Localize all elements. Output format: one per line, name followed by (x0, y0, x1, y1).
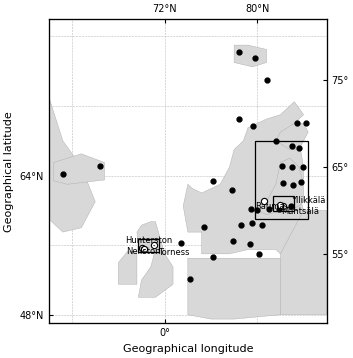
Polygon shape (183, 102, 308, 254)
Text: Yllikkälä: Yllikkälä (283, 195, 325, 205)
Text: Torness: Torness (154, 245, 189, 257)
Polygon shape (118, 251, 137, 284)
Polygon shape (188, 258, 280, 319)
Polygon shape (137, 222, 165, 254)
Polygon shape (138, 250, 173, 297)
Polygon shape (234, 45, 267, 67)
Text: Mäntsälä: Mäntsälä (281, 205, 319, 216)
Polygon shape (276, 124, 308, 150)
Polygon shape (54, 154, 104, 184)
Bar (274, 195, 294, 211)
Bar (138, 239, 159, 252)
Polygon shape (280, 211, 327, 315)
Text: Rauma: Rauma (255, 203, 285, 212)
Text: Neilston: Neilston (126, 247, 161, 256)
Y-axis label: Geographical latitude: Geographical latitude (4, 111, 14, 232)
Bar (255, 141, 308, 219)
Polygon shape (49, 97, 95, 232)
Polygon shape (257, 158, 304, 215)
Text: Hunterston: Hunterston (125, 236, 173, 248)
X-axis label: Geographical longitude: Geographical longitude (122, 344, 253, 354)
